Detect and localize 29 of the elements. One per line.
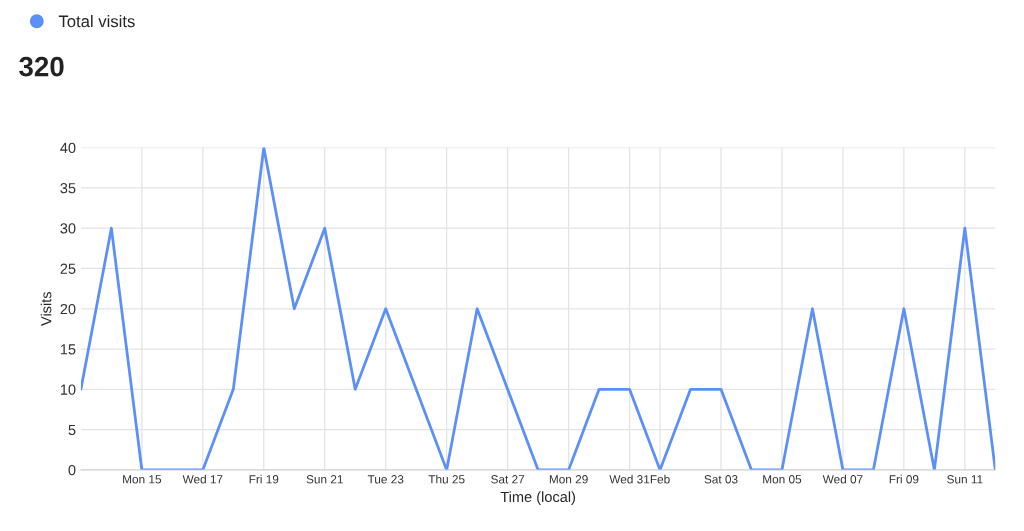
y-tick-label: 25: [60, 263, 76, 274]
x-tick-label: Wed 31: [609, 474, 650, 484]
x-tick-label: Thu 25: [428, 474, 465, 484]
x-tick-label: Mon 05: [763, 475, 802, 484]
x-axis-title: Time (local): [500, 491, 576, 505]
x-tick-label: Fri 09: [889, 474, 919, 484]
x-tick-label: Mon 29: [549, 475, 588, 484]
x-tick-label: Wed 07: [822, 474, 863, 484]
y-tick-label: 40: [60, 142, 76, 154]
x-tick-label: Sun 21: [306, 475, 343, 484]
x-tick-label: Tue 23: [367, 475, 404, 484]
x-tick-label: Mon 15: [123, 475, 162, 484]
x-tick-label: Fri 19: [249, 474, 279, 484]
y-tick-label: 30: [60, 223, 76, 234]
y-tick-label: 10: [60, 384, 76, 395]
x-tick-label: Sat 03: [704, 475, 738, 484]
y-tick-label: 35: [60, 183, 76, 194]
y-tick-label: 0: [68, 465, 76, 476]
x-tick-label: Feb: [650, 474, 670, 484]
text: 320: [19, 56, 64, 77]
x-tick-label: Sun 11: [947, 475, 983, 484]
y-tick-label: 5: [68, 424, 76, 436]
y-axis-title: Visits: [40, 292, 52, 327]
x-tick-label: Wed 17: [182, 474, 223, 484]
line-series: [80, 147, 996, 470]
x-tick-label: Sat 27: [491, 475, 525, 484]
y-tick-label: 15: [60, 344, 76, 355]
y-tick-label: 20: [60, 303, 76, 315]
legend-label: Total visits: [58, 15, 135, 28]
